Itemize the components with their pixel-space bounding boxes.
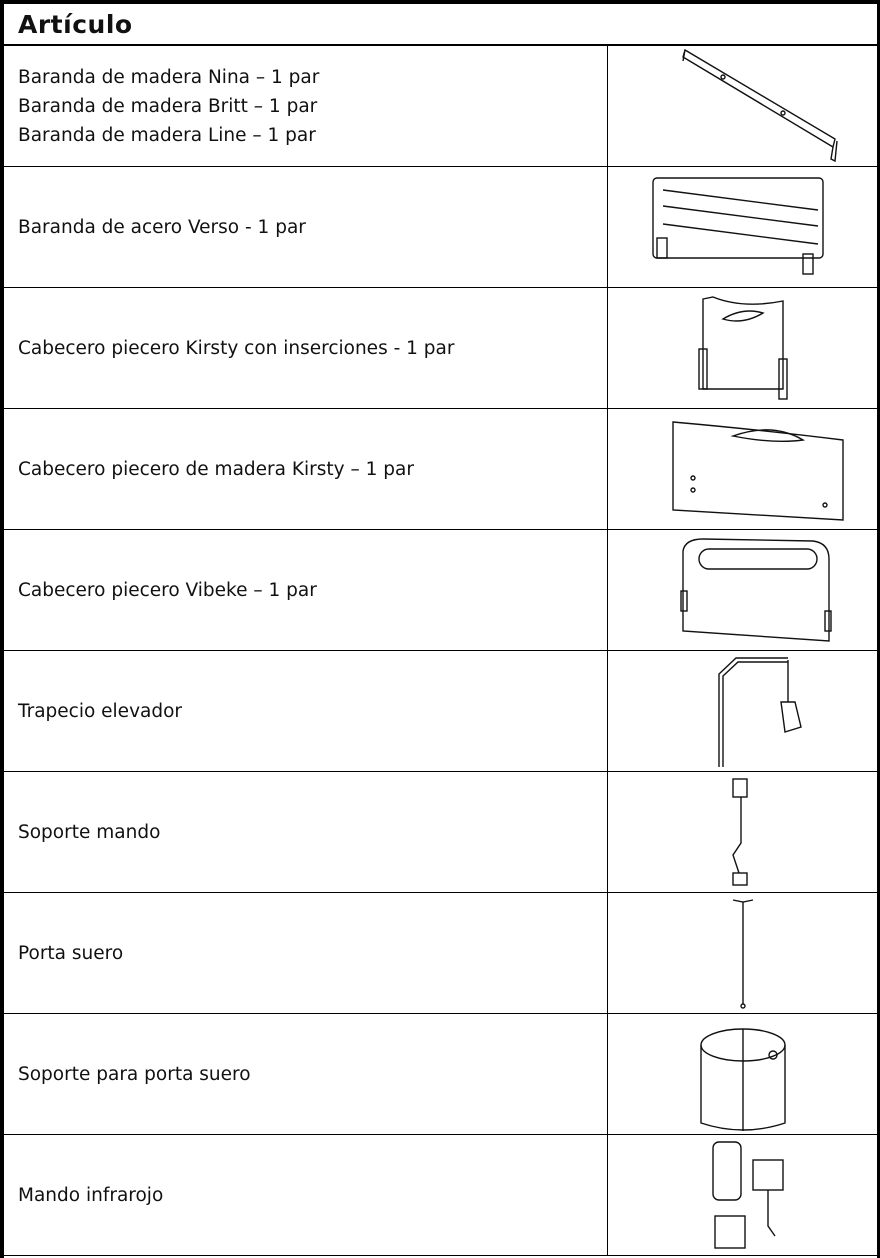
item-name: Soporte para porta suero	[18, 1063, 251, 1085]
item-name: Cabecero piecero Kirsty con inserciones …	[18, 337, 455, 359]
item-name: Baranda de acero Verso - 1 par	[18, 216, 306, 238]
item-cell: Trapecio elevador	[4, 651, 608, 771]
item-cell: Cabecero piecero Kirsty con inserciones …	[4, 288, 608, 408]
item-cell: Baranda de acero Verso - 1 par	[4, 167, 608, 287]
item-cell: Baranda de madera Nina – 1 par Baranda de…	[4, 46, 608, 166]
item-name: Baranda de madera Nina – 1 par	[18, 66, 320, 88]
table-row: Baranda de madera Nina – 1 par Baranda de…	[4, 46, 877, 167]
item-name: Porta suero	[18, 942, 124, 964]
table-row: Cabecero piecero de madera Kirsty – 1 pa…	[4, 409, 877, 530]
item-drawing	[731, 778, 748, 886]
item-image	[608, 772, 877, 892]
item-drawing	[711, 1141, 784, 1249]
item-drawing	[671, 421, 844, 521]
item-image	[608, 1135, 877, 1255]
table-row: Cabecero piecero Kirsty con inserciones …	[4, 288, 877, 409]
item-drawing	[681, 48, 838, 163]
table-row: Baranda de acero Verso - 1 par	[4, 167, 877, 288]
item-name: Mando infrarojo	[18, 1184, 164, 1206]
item-cell: Soporte para porta suero	[4, 1014, 608, 1134]
item-name: Baranda de madera Line – 1 par	[18, 124, 316, 146]
item-image	[608, 893, 877, 1013]
item-image	[608, 409, 877, 529]
item-drawing	[699, 1028, 786, 1131]
table-row: Porta suero	[4, 893, 877, 1014]
item-image	[608, 288, 877, 408]
header-title: Artículo	[4, 4, 877, 46]
item-cell: Mando infrarojo	[4, 1135, 608, 1255]
table-row: Soporte mando	[4, 772, 877, 893]
item-cell: Soporte mando	[4, 772, 608, 892]
item-name: Cabecero piecero de madera Kirsty – 1 pa…	[18, 458, 414, 480]
item-name: Baranda de madera Britt – 1 par	[18, 95, 318, 117]
item-drawing	[651, 177, 824, 275]
rows: Baranda de madera Nina – 1 par Baranda de…	[4, 46, 877, 1256]
table-row: Cabecero piecero Vibeke – 1 par	[4, 530, 877, 651]
table-row: Trapecio elevador	[4, 651, 877, 772]
item-image	[608, 651, 877, 771]
item-name: Cabecero piecero Vibeke – 1 par	[18, 579, 317, 601]
item-image	[608, 46, 877, 166]
table-row: Mando infrarojo	[4, 1135, 877, 1256]
item-image	[608, 1014, 877, 1134]
item-drawing	[717, 657, 802, 767]
item-image	[608, 530, 877, 650]
item-drawing	[732, 899, 753, 1009]
item-name: Trapecio elevador	[18, 700, 183, 722]
item-cell: Cabecero piecero Vibeke – 1 par	[4, 530, 608, 650]
item-cell: Porta suero	[4, 893, 608, 1013]
item-cell: Cabecero piecero de madera Kirsty – 1 pa…	[4, 409, 608, 529]
table-row: Soporte para porta suero	[4, 1014, 877, 1135]
item-image	[608, 167, 877, 287]
item-name: Soporte mando	[18, 821, 161, 843]
item-drawing	[679, 538, 832, 642]
item-drawing	[697, 296, 788, 400]
